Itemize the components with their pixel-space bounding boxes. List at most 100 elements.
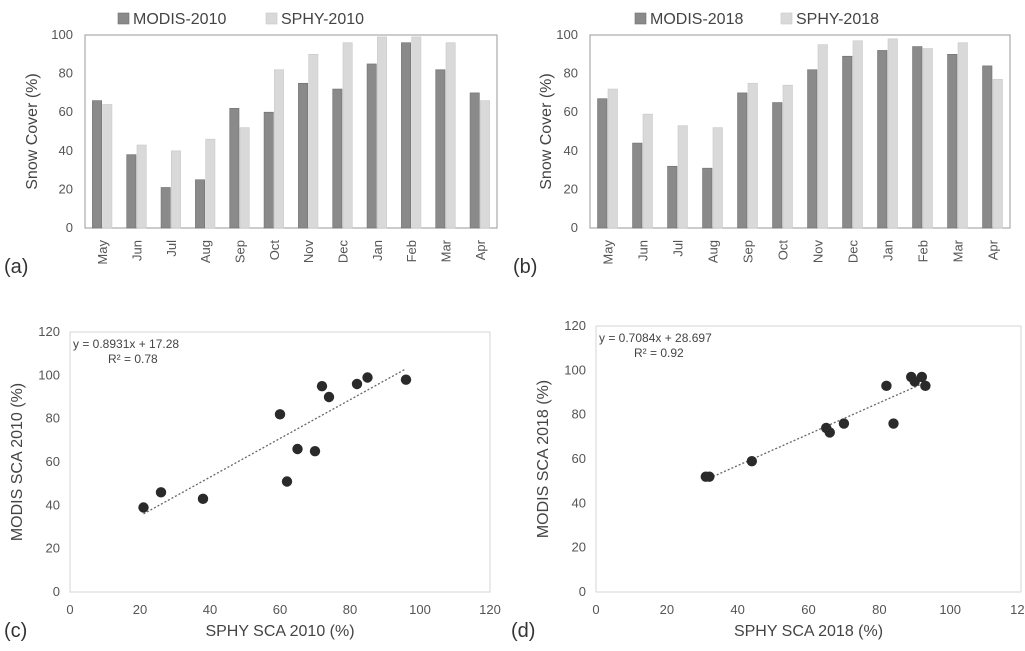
data-point <box>888 418 899 429</box>
bar-MODIS-2018-Nov <box>807 69 818 229</box>
bar-MODIS-2018-Apr <box>982 65 993 229</box>
bar-MODIS-2010-Sep <box>229 108 240 229</box>
x-tick-label: Dec <box>336 240 351 264</box>
y-tick-label: 60 <box>572 451 586 466</box>
legend-swatch-MODIS-2010 <box>117 12 130 25</box>
y-tick-label: 100 <box>51 27 73 42</box>
bar-SPHY-2018-Feb <box>922 48 933 229</box>
data-point <box>362 372 373 383</box>
y-tick-label: 60 <box>46 454 60 469</box>
bar-SPHY-2010-Sep <box>239 127 250 229</box>
bar-chart-2018-svg: 0 20 40 60 80 100 Snow Cover (%) May Jun Jul Aug Se… <box>538 11 1011 265</box>
data-point <box>704 471 715 482</box>
y-tick-label: 20 <box>572 540 586 555</box>
panel-label-b: (b) <box>513 256 538 278</box>
x-tick-label: 40 <box>203 602 217 617</box>
bar-SPHY-2010-Feb <box>411 36 422 229</box>
bar-MODIS-2010-Jun <box>126 154 137 229</box>
bar-MODIS-2010-Nov <box>298 82 308 229</box>
data-point <box>155 487 167 498</box>
x-tick-label: 60 <box>273 602 287 617</box>
bar-MODIS-2018-Jun <box>632 142 643 229</box>
trendline-equation: y = 0.8931x + 17.28 <box>73 337 179 351</box>
legend-swatch-MODIS-2018 <box>634 12 647 25</box>
bar-MODIS-2010-Mar <box>435 69 446 229</box>
x-tick-label: 100 <box>939 602 961 617</box>
y-tick-label: 100 <box>556 27 578 42</box>
bar-MODIS-2010-Dec <box>332 88 343 229</box>
legend-label-SPHY-2018: SPHY-2018 <box>796 11 879 28</box>
legend-label-MODIS-2010: MODIS-2010 <box>133 11 226 28</box>
bar-MODIS-2010-Apr <box>469 92 480 229</box>
x-tick-label: Apr <box>986 239 1001 260</box>
bar-SPHY-2018-Jan <box>887 38 898 229</box>
r-squared-label: R² = 0.92 <box>634 346 684 360</box>
y-tick-label: 60 <box>564 104 578 119</box>
bar-SPHY-2018-Dec <box>852 40 863 229</box>
x-tick-label: Jul <box>671 240 686 257</box>
y-axis-title: MODIS SCA 2010 (%) <box>9 383 26 541</box>
scatter-chart-2018-svg: 0 20 40 60 80 100 120 0 20 40 60 80 100 120 MODIS SCA … <box>535 318 1025 640</box>
bar-MODIS-2018-Jan <box>877 50 888 229</box>
y-tick-label: 0 <box>66 220 73 235</box>
x-tick-label: 20 <box>660 602 674 617</box>
trendline-equation: y = 0.7084x + 28.697 <box>599 331 712 345</box>
bar-MODIS-2018-Jul <box>667 165 678 229</box>
bar-MODIS-2018-Sep <box>737 92 748 229</box>
y-tick-label: 0 <box>53 584 60 599</box>
x-tick-label: Sep <box>741 240 756 263</box>
bar-SPHY-2010-Dec <box>342 42 353 229</box>
x-tick-label: Jun <box>130 240 145 261</box>
x-tick-label: Sep <box>233 240 248 263</box>
bar-SPHY-2018-May <box>607 88 618 229</box>
x-tick-label: Jun <box>636 240 651 261</box>
y-tick-label: 20 <box>46 541 60 556</box>
x-tick-label: 120 <box>1010 602 1025 617</box>
bar-SPHY-2018-Nov <box>817 44 828 229</box>
x-tick-label: Feb <box>916 240 931 262</box>
bar-SPHY-2018-Apr <box>992 79 1003 229</box>
y-axis-title: Snow Cover (%) <box>24 73 41 189</box>
x-tick-label: Nov <box>811 240 826 264</box>
y-tick-label: 20 <box>59 181 73 196</box>
y-tick-label: 120 <box>38 324 60 339</box>
bar-MODIS-2010-Jan <box>366 63 377 229</box>
x-tick-label: Feb <box>404 240 419 262</box>
bar-SPHY-2010-Nov <box>308 53 319 229</box>
legend-label-SPHY-2010: SPHY-2010 <box>281 11 364 28</box>
y-tick-label: 40 <box>46 497 60 512</box>
y-tick-label: 40 <box>59 143 73 158</box>
data-point <box>881 380 892 392</box>
x-tick-label: Jan <box>881 240 896 261</box>
bar-MODIS-2010-Jul <box>160 187 171 229</box>
y-tick-label: 40 <box>564 143 578 158</box>
data-point <box>274 409 286 420</box>
y-tick-label: 120 <box>564 318 586 333</box>
x-tick-label: Dec <box>846 240 861 264</box>
plot-frame <box>84 34 498 229</box>
x-tick-label: 0 <box>66 602 73 617</box>
bar-chart-2010-svg: 0 20 40 60 80 100 Snow Cover (%) May Jun Jul Aug Se… <box>24 11 498 265</box>
bar-SPHY-2010-Aug <box>205 138 216 229</box>
x-tick-label: 120 <box>479 602 501 617</box>
panel-label-d: (d) <box>511 620 536 642</box>
plot-frame <box>69 331 491 593</box>
data-point <box>316 380 328 392</box>
y-tick-label: 100 <box>38 367 60 382</box>
bar-SPHY-2010-Oct <box>274 69 284 229</box>
x-tick-label: Jul <box>164 240 179 257</box>
plot-frame <box>595 325 1022 593</box>
bar-MODIS-2018-Mar <box>947 53 958 229</box>
y-tick-label: 80 <box>572 407 586 422</box>
y-tick-label: 20 <box>564 181 578 196</box>
bar-SPHY-2018-Aug <box>712 127 723 229</box>
y-tick-label: 100 <box>564 362 586 377</box>
bar-MODIS-2010-Feb <box>401 42 411 229</box>
y-tick-label: 80 <box>46 411 60 426</box>
y-tick-label: 80 <box>59 66 73 81</box>
x-tick-label: Mar <box>439 239 454 262</box>
x-tick-label: Nov <box>301 240 316 264</box>
data-point <box>920 380 931 392</box>
y-tick-label: 0 <box>571 220 578 235</box>
bar-MODIS-2018-Oct <box>772 102 783 229</box>
